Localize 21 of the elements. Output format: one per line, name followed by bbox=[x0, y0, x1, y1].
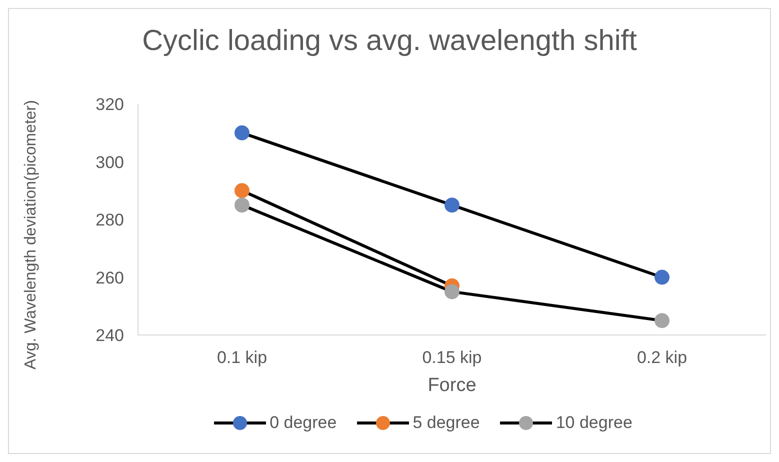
legend-label: 10 degree bbox=[556, 413, 632, 433]
y-tick-label: 300 bbox=[96, 152, 124, 172]
point bbox=[234, 198, 250, 213]
point bbox=[654, 313, 670, 328]
y-tick-label: 260 bbox=[96, 268, 124, 288]
point bbox=[444, 284, 460, 300]
y-tick-label: 320 bbox=[96, 95, 124, 114]
point bbox=[234, 125, 250, 140]
legend-label: 5 degree bbox=[412, 413, 480, 433]
x-tick-label: 0.2 kip bbox=[636, 348, 688, 368]
x-tick-label: 0.1 kip bbox=[216, 348, 268, 368]
x-axis-title: Force bbox=[428, 375, 476, 396]
point bbox=[444, 198, 460, 213]
y-tick-label: 280 bbox=[96, 210, 124, 230]
y-tick-label: 240 bbox=[96, 326, 124, 346]
point bbox=[654, 270, 670, 285]
x-tick-label: 0.15 kip bbox=[422, 348, 482, 368]
legend-label: 0 degree bbox=[270, 413, 337, 433]
y-axis-title: Avg. Wavelength deviation(picometer) bbox=[22, 100, 40, 370]
chart-title: Cyclic loading vs avg. wavelength shift bbox=[141, 25, 638, 58]
point bbox=[234, 183, 250, 198]
